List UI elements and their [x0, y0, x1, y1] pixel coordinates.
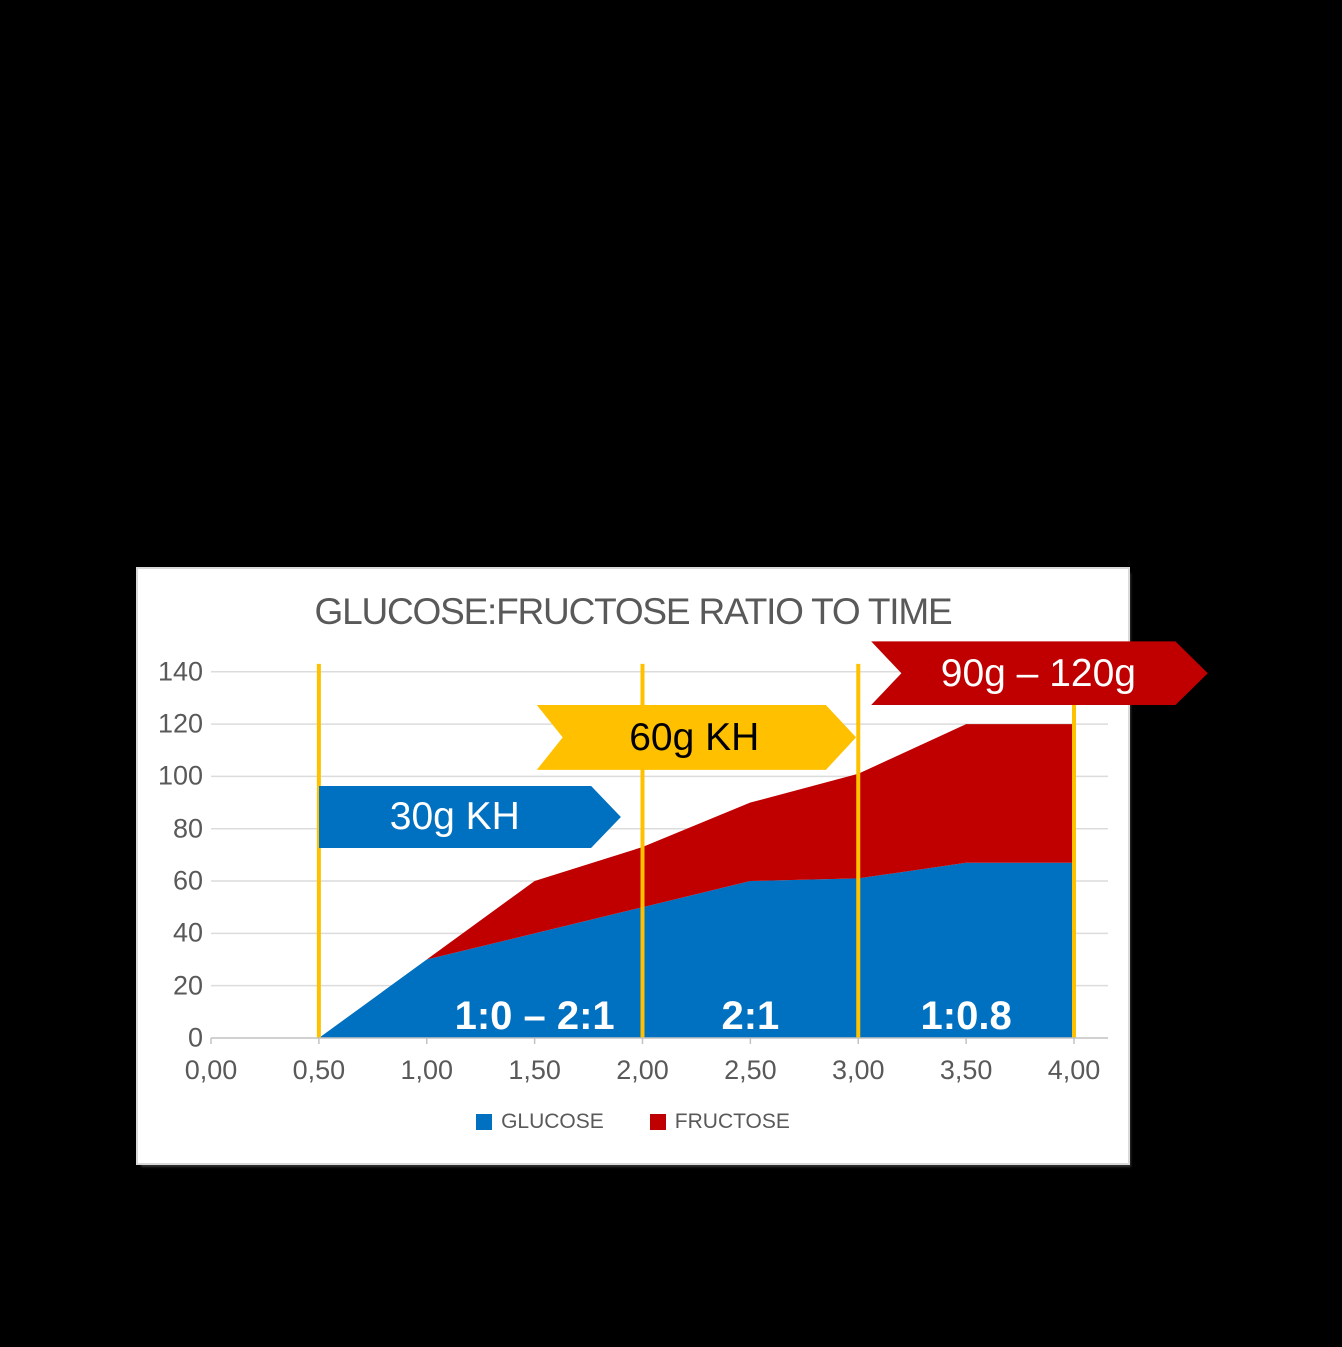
x-tick-label-0,00: 0,00 [184, 1055, 238, 1085]
y-tick-label-100: 100 [157, 760, 203, 791]
y-tick-label-80: 80 [172, 813, 203, 844]
x-tick-label-0,50: 0,50 [292, 1055, 346, 1085]
x-tick-label-3,50: 3,50 [939, 1055, 993, 1085]
y-tick-label-20: 20 [172, 970, 203, 1001]
ratio-label-3: 1:0.8 [920, 994, 1012, 1038]
legend-item-glucose: GLUCOSE [476, 1111, 604, 1132]
annotation-arrow-90g-120g-label: 90g – 120g [940, 651, 1136, 695]
annotation-arrow-90g-120g: 90g – 120g [871, 641, 1208, 705]
annotation-arrow-30g-label: 30g KH [389, 795, 520, 839]
x-tick-label-3,00: 3,00 [831, 1055, 885, 1085]
ratio-label-2: 2:1 [721, 994, 780, 1038]
y-tick-label-0: 0 [187, 1022, 203, 1053]
glucose-legend-swatch [476, 1113, 493, 1130]
x-tick-label-1,50: 1,50 [508, 1055, 561, 1085]
chart-title: GLUCOSE:FRUCTOSE RATIO TO TIME [314, 591, 953, 632]
fructose-legend-label: FRUCTOSE [674, 1110, 790, 1133]
legend: GLUCOSE FRUCTOSE [138, 1111, 1128, 1132]
annotation-arrow-60g-label: 60g KH [629, 715, 760, 759]
x-tick-label-4,00: 4,00 [1047, 1055, 1101, 1085]
y-tick-label-40: 40 [172, 917, 203, 948]
y-tick-label-140: 140 [157, 656, 203, 687]
annotation-arrow-60g: 60g KH [536, 704, 857, 770]
ratio-label-1: 1:0 – 2:1 [454, 994, 615, 1038]
glucose-legend-label: GLUCOSE [501, 1110, 604, 1133]
chart-panel: GLUCOSE:FRUCTOSE RATIO TO TIME 0 20 40 60 80… [138, 569, 1208, 1163]
y-tick-label-60: 60 [172, 865, 203, 896]
legend-item-fructose: FRUCTOSE [649, 1110, 790, 1133]
x-tick-label-2,00: 2,00 [616, 1055, 669, 1085]
x-tick-label-1,00: 1,00 [400, 1055, 454, 1085]
x-tick-label-2,50: 2,50 [724, 1055, 777, 1085]
annotation-arrow-30g: 30g KH [318, 785, 621, 849]
fructose-legend-swatch [649, 1113, 666, 1130]
y-tick-label-120: 120 [157, 708, 203, 739]
